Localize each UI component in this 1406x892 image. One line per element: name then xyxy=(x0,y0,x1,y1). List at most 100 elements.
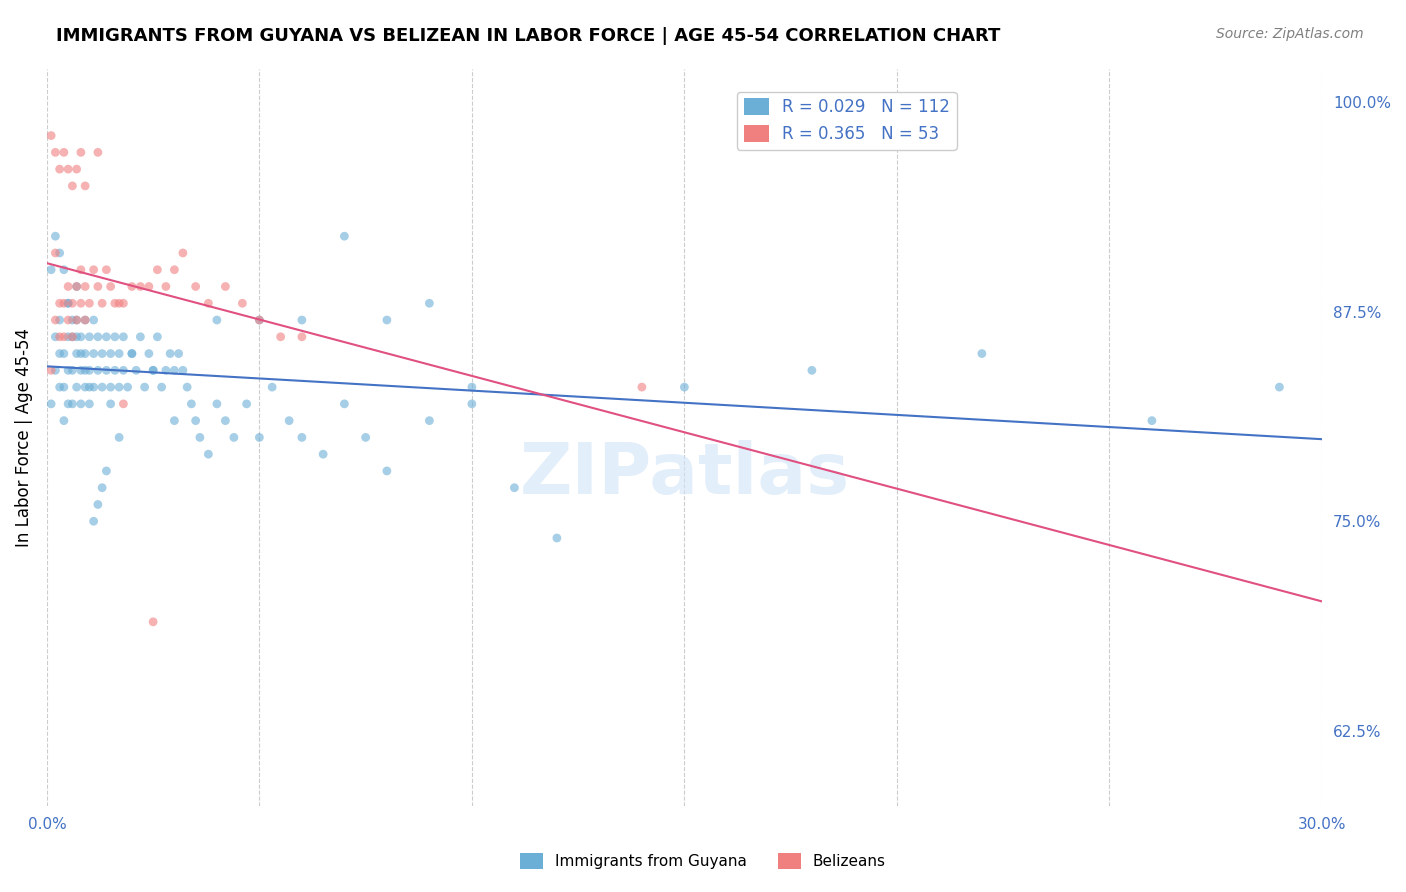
Point xyxy=(235,397,257,411)
Point xyxy=(66,380,89,394)
Point xyxy=(121,346,143,360)
Point xyxy=(163,414,186,428)
Point xyxy=(112,330,135,344)
Point xyxy=(44,363,66,377)
Point xyxy=(87,330,110,344)
Point xyxy=(66,279,89,293)
Point xyxy=(270,330,292,344)
Point xyxy=(70,397,93,411)
Point xyxy=(79,296,101,310)
Point xyxy=(205,397,228,411)
Point xyxy=(138,279,160,293)
Point xyxy=(108,380,131,394)
Point xyxy=(125,363,148,377)
Point xyxy=(167,346,190,360)
Point xyxy=(75,313,97,327)
Point xyxy=(91,481,114,495)
Point xyxy=(66,313,89,327)
Point xyxy=(970,346,993,360)
Point xyxy=(129,279,152,293)
Point xyxy=(1140,414,1163,428)
Point xyxy=(60,178,83,193)
Point xyxy=(70,363,93,377)
Point xyxy=(142,363,165,377)
Point xyxy=(375,313,398,327)
Point xyxy=(87,498,110,512)
Point xyxy=(247,430,270,444)
Text: IMMIGRANTS FROM GUYANA VS BELIZEAN IN LABOR FORCE | AGE 45-54 CORRELATION CHART: IMMIGRANTS FROM GUYANA VS BELIZEAN IN LA… xyxy=(56,27,1001,45)
Point xyxy=(56,296,79,310)
Point xyxy=(79,363,101,377)
Text: Source: ZipAtlas.com: Source: ZipAtlas.com xyxy=(1216,27,1364,41)
Point xyxy=(56,296,79,310)
Point xyxy=(172,363,194,377)
Point xyxy=(70,145,93,160)
Point xyxy=(39,262,62,277)
Point xyxy=(48,330,70,344)
Point xyxy=(56,313,79,327)
Point xyxy=(800,363,823,377)
Point xyxy=(150,380,173,394)
Point xyxy=(83,514,105,528)
Point xyxy=(197,447,219,461)
Point xyxy=(176,380,198,394)
Point xyxy=(108,430,131,444)
Point xyxy=(60,330,83,344)
Point xyxy=(184,279,207,293)
Point xyxy=(197,296,219,310)
Point xyxy=(214,279,236,293)
Point xyxy=(44,246,66,260)
Point xyxy=(184,414,207,428)
Point xyxy=(461,380,484,394)
Point xyxy=(56,330,79,344)
Point xyxy=(87,145,110,160)
Point xyxy=(48,380,70,394)
Point xyxy=(354,430,377,444)
Point xyxy=(121,346,143,360)
Text: ZIPatlas: ZIPatlas xyxy=(519,440,849,508)
Point xyxy=(117,380,139,394)
Point xyxy=(96,262,118,277)
Point xyxy=(75,380,97,394)
Point xyxy=(231,296,253,310)
Point xyxy=(75,346,97,360)
Point xyxy=(91,296,114,310)
Point xyxy=(262,380,284,394)
Point xyxy=(87,363,110,377)
Point xyxy=(100,279,122,293)
Point xyxy=(70,262,93,277)
Point xyxy=(104,363,127,377)
Point xyxy=(104,330,127,344)
Point xyxy=(91,380,114,394)
Point xyxy=(52,296,75,310)
Point xyxy=(108,346,131,360)
Point xyxy=(48,346,70,360)
Point xyxy=(112,296,135,310)
Point xyxy=(79,330,101,344)
Point xyxy=(56,397,79,411)
Point xyxy=(278,414,301,428)
Point xyxy=(155,279,177,293)
Point xyxy=(83,262,105,277)
Point xyxy=(56,279,79,293)
Point xyxy=(247,313,270,327)
Point xyxy=(66,313,89,327)
Point xyxy=(56,363,79,377)
Point xyxy=(48,313,70,327)
Point xyxy=(87,279,110,293)
Point xyxy=(100,397,122,411)
Point xyxy=(96,464,118,478)
Point xyxy=(79,380,101,394)
Point xyxy=(70,330,93,344)
Point xyxy=(1268,380,1291,394)
Point xyxy=(66,279,89,293)
Point xyxy=(39,397,62,411)
Point xyxy=(52,330,75,344)
Point xyxy=(146,262,169,277)
Point xyxy=(75,279,97,293)
Point xyxy=(108,296,131,310)
Point xyxy=(52,414,75,428)
Point xyxy=(104,296,127,310)
Point xyxy=(96,330,118,344)
Point xyxy=(172,246,194,260)
